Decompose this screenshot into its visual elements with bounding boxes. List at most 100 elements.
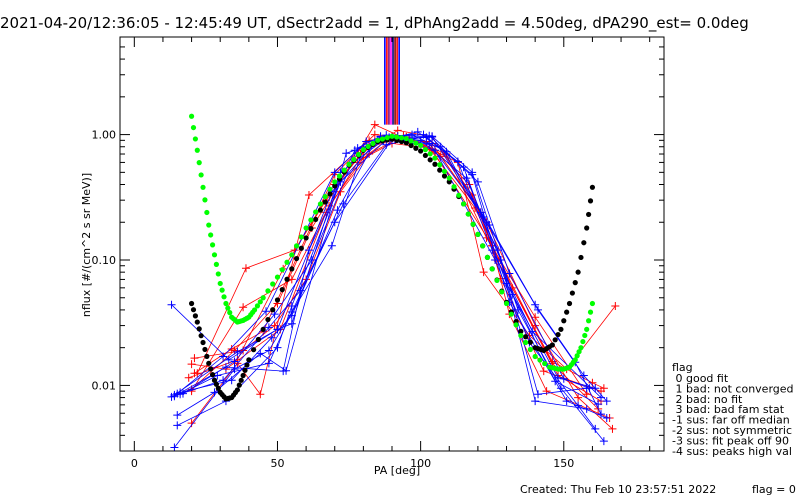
blue-data-point xyxy=(267,333,276,342)
y-axis-label-text: nflux [#/(cm^2 s sr MeV)] xyxy=(80,173,93,317)
green-fit-curve-point xyxy=(223,300,229,307)
blue-data-point xyxy=(339,199,348,208)
blue-data-point xyxy=(219,376,228,385)
blue-data-point xyxy=(273,325,282,334)
black-fit-curve-point xyxy=(260,326,266,332)
black-fit-curve-point xyxy=(441,173,448,179)
blue-data-point xyxy=(230,357,239,366)
blue-data-point xyxy=(534,390,543,399)
black-fit-curve-point xyxy=(549,342,555,348)
green-fit-curve-point xyxy=(427,151,433,157)
green-fit-curve-point xyxy=(313,209,319,215)
green-fit-curve-point xyxy=(257,299,263,305)
green-fit-curve-point xyxy=(219,287,225,293)
red-data-point xyxy=(184,373,193,382)
green-fit-curve-point xyxy=(298,234,304,240)
blue-data-point xyxy=(264,323,273,332)
black-fit-curve-point xyxy=(518,328,524,334)
green-fit-curve-point xyxy=(489,266,495,272)
black-fit-curve-point xyxy=(200,339,206,346)
green-fit-curve-point xyxy=(332,179,338,185)
blue-data-point xyxy=(597,410,606,419)
green-fit-curve-point xyxy=(308,217,314,223)
legend-item: 3 bad: bad fam stat xyxy=(672,403,785,416)
black-fit-curve-point xyxy=(293,255,300,262)
green-fit-curve-point xyxy=(260,295,266,301)
green-fit-curve-point xyxy=(574,353,580,359)
black-fit-curve-point xyxy=(446,179,452,185)
blue-data-point xyxy=(173,421,182,430)
blue-data-point xyxy=(562,397,571,406)
green-fit-curve-point xyxy=(317,201,324,207)
black-fit-curve-point xyxy=(209,372,216,378)
green-fit-curve-point xyxy=(582,332,588,339)
blue-data-point xyxy=(468,168,477,177)
chart-title: 2021-04-20/12:36:05 - 12:45:49 UT, dSect… xyxy=(0,14,749,33)
green-fit-curve-point xyxy=(456,192,462,198)
black-fit-curve-point xyxy=(332,183,338,189)
red-series-line xyxy=(191,124,613,430)
green-fit-curve-point xyxy=(418,142,424,149)
blue-data-point xyxy=(602,397,611,406)
green-fit-curve-point xyxy=(413,140,419,146)
y-axis-label: nflux [#/(cm^2 s sr MeV)] xyxy=(80,173,93,317)
blue-data-point xyxy=(327,241,336,250)
green-fit-curve-point xyxy=(379,136,386,142)
green-fit-curve-point xyxy=(211,252,218,258)
red-data-point xyxy=(193,369,202,378)
black-fit-curve-point xyxy=(192,313,198,319)
green-fit-curve-point xyxy=(200,184,206,190)
blue-data-point xyxy=(264,359,273,368)
x-tick-label: 50 xyxy=(270,457,284,470)
blue-series-line xyxy=(177,136,587,426)
blue-data-point xyxy=(170,443,179,451)
blue-series-line xyxy=(174,134,605,442)
blue-data-point xyxy=(210,388,219,397)
green-fit-curve-point xyxy=(578,345,584,351)
red-data-point xyxy=(574,393,583,402)
blue-data-point xyxy=(488,246,497,255)
black-fit-curve-point xyxy=(413,145,419,151)
red-data-point xyxy=(479,268,488,277)
x-tick-label: 100 xyxy=(410,457,431,470)
blue-data-point xyxy=(408,130,417,139)
green-fit-curve-point xyxy=(322,193,328,200)
flag-status: flag = 0 xyxy=(752,483,796,496)
red-series-line xyxy=(188,129,605,389)
blue-data-point xyxy=(591,424,600,433)
red-data-point xyxy=(227,345,236,354)
black-fit-curve-point xyxy=(215,385,221,391)
blue-data-point xyxy=(413,127,422,136)
black-fit-curve-point xyxy=(238,377,244,383)
black-fit-curve-point xyxy=(418,148,424,154)
blue-data-point xyxy=(282,366,291,375)
created-timestamp: Created: Thu Feb 10 23:57:51 2022 xyxy=(520,483,716,496)
legend-item: -2 sus: not symmetric xyxy=(672,424,792,437)
axes-layer: 0 50 100 150 0.01 0.10 1.00 xyxy=(92,36,665,470)
black-fit-curve-point xyxy=(564,309,570,315)
y-tick-label: 0.01 xyxy=(92,379,117,392)
red-data-point xyxy=(608,424,617,433)
black-fit-curve-point xyxy=(255,336,261,343)
blue-data-point xyxy=(330,218,339,227)
green-fit-curve-point xyxy=(441,168,448,175)
green-fit-curve-point xyxy=(484,254,491,260)
black-fit-curve-point xyxy=(303,235,309,241)
black-fit-curve-point xyxy=(569,290,575,296)
green-fit-curve-point xyxy=(196,160,202,166)
black-fit-curve-point xyxy=(188,300,195,307)
black-fit-curve-point xyxy=(289,266,295,272)
green-fit-curve-point xyxy=(375,137,381,143)
green-fit-curve-point xyxy=(274,274,281,280)
black-fit-curve-point xyxy=(190,307,197,313)
red-data-point xyxy=(531,313,540,322)
green-fit-curve-point xyxy=(513,322,519,328)
green-fit-curve-point xyxy=(254,303,261,309)
red-series-line xyxy=(191,135,599,410)
black-fit-curve-point xyxy=(298,245,304,251)
green-fit-curve-point xyxy=(208,232,214,238)
green-fit-curve-point xyxy=(587,309,594,315)
green-fit-curve-point xyxy=(227,310,233,316)
black-fit-curve-point xyxy=(208,366,214,372)
blue-data-point xyxy=(551,377,560,386)
